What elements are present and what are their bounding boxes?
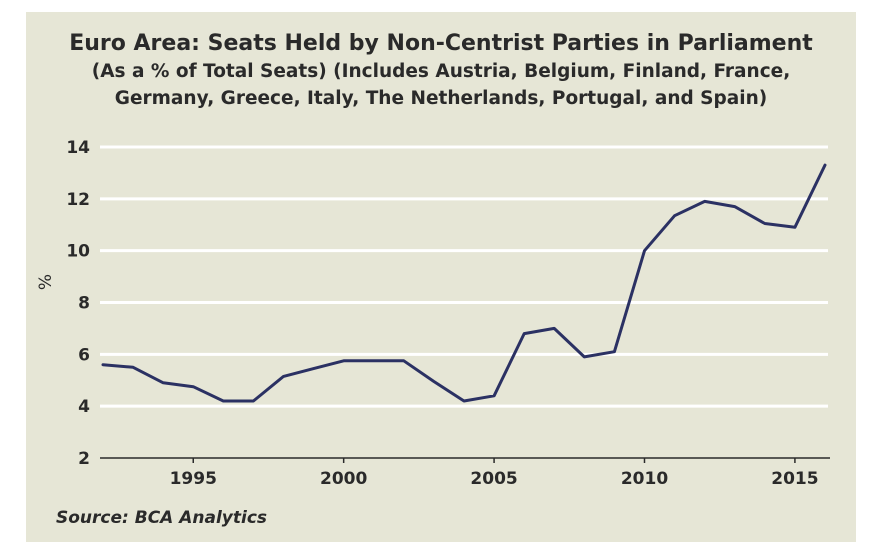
y-tick-label-10: 10 — [66, 242, 90, 262]
x-tick-label-2000: 2000 — [320, 469, 367, 489]
chart-title-block: Euro Area: Seats Held by Non-Centrist Pa… — [26, 30, 856, 112]
chart-subtitle-line-1: (As a % of Total Seats) (Includes Austri… — [91, 61, 791, 82]
x-tick-label-2010: 2010 — [621, 469, 668, 489]
chart-subtitle-line-2: Germany, Greece, Italy, The Netherlands,… — [114, 88, 768, 109]
series-line-0 — [101, 163, 827, 403]
y-tick-label-12: 12 — [66, 190, 90, 210]
y-axis-ticks: 2 4 6 8 10 12 14 — [66, 138, 90, 469]
y-tick-label-8: 8 — [78, 294, 90, 314]
data-series — [101, 163, 827, 403]
source-note: Source: BCA Analytics — [56, 508, 268, 528]
chart-panel — [26, 12, 856, 542]
gridlines — [100, 145, 828, 408]
y-tick-label-2: 2 — [78, 449, 90, 469]
x-tick-label-2005: 2005 — [470, 469, 517, 489]
x-tick-label-2015: 2015 — [771, 469, 818, 489]
y-tick-label-14: 14 — [66, 138, 90, 158]
x-tick-label-1995: 1995 — [170, 469, 217, 489]
y-axis-label: % — [36, 274, 56, 290]
chart-title: Euro Area: Seats Held by Non-Centrist Pa… — [69, 31, 813, 56]
y-tick-label-6: 6 — [78, 345, 90, 365]
x-axis: 1995 2000 2005 2010 2015 — [100, 457, 830, 489]
y-tick-label-4: 4 — [78, 397, 90, 417]
